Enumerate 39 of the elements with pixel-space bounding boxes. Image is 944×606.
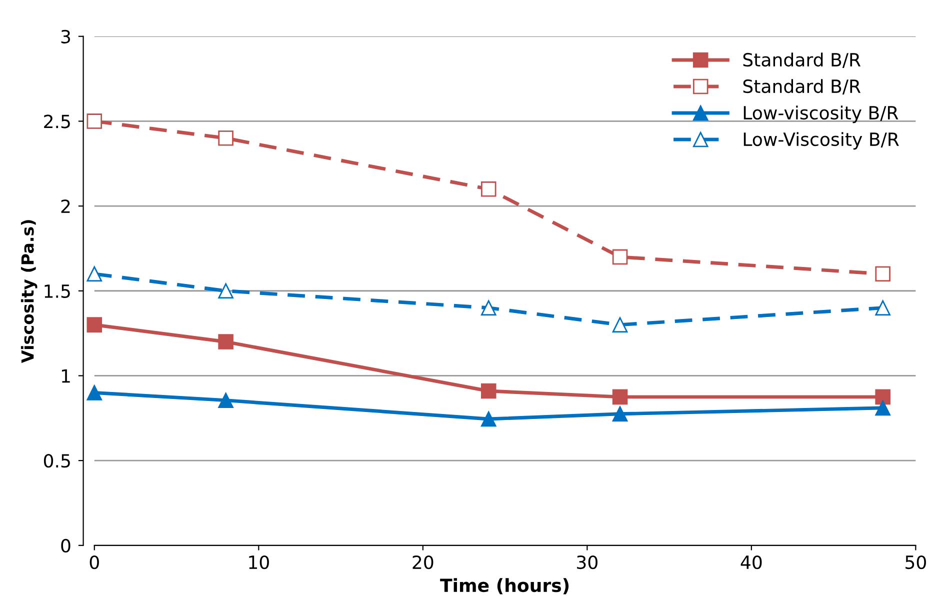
y-axis-title: Viscosity (Pa.s) [20, 220, 38, 363]
point [480, 300, 496, 316]
legend-label: Standard B/R [743, 79, 861, 95]
legend-label: Standard B/R [743, 52, 861, 68]
point [218, 130, 234, 146]
x-tick-label: 0 [90, 555, 99, 570]
point [612, 317, 628, 332]
x-axis-title: Time (hours) [440, 578, 569, 594]
point [875, 266, 890, 282]
point [480, 411, 496, 427]
y-tick-label: 2 [61, 200, 70, 213]
point [86, 266, 102, 282]
point [875, 400, 890, 416]
legend-label: Low-Viscosity B/R [744, 132, 899, 150]
point [218, 392, 234, 408]
y-tick-label: 0 [61, 538, 70, 553]
x-tick-label: 10 [249, 555, 269, 570]
point [218, 283, 234, 299]
y-tick-label: 3 [61, 30, 70, 44]
point [218, 334, 234, 350]
y-tick-label: 0.5 [44, 454, 70, 468]
x-tick-label: 50 [906, 555, 926, 570]
point [612, 406, 628, 422]
point [86, 385, 102, 400]
y-tick-label: 1 [62, 369, 70, 383]
x-tick-label: 30 [577, 555, 598, 570]
point [875, 389, 890, 405]
point [86, 317, 102, 332]
legend-label: Low-viscosity B/R [744, 106, 898, 124]
point [86, 114, 102, 129]
point [612, 389, 628, 405]
x-tick-label: 40 [740, 555, 762, 570]
point [612, 249, 628, 265]
x-tick-label: 20 [412, 555, 434, 570]
point [480, 383, 496, 399]
point [480, 181, 496, 197]
y-tick-label: 1.5 [44, 284, 70, 298]
y-tick-label: 2.5 [44, 114, 70, 128]
point [875, 300, 890, 316]
